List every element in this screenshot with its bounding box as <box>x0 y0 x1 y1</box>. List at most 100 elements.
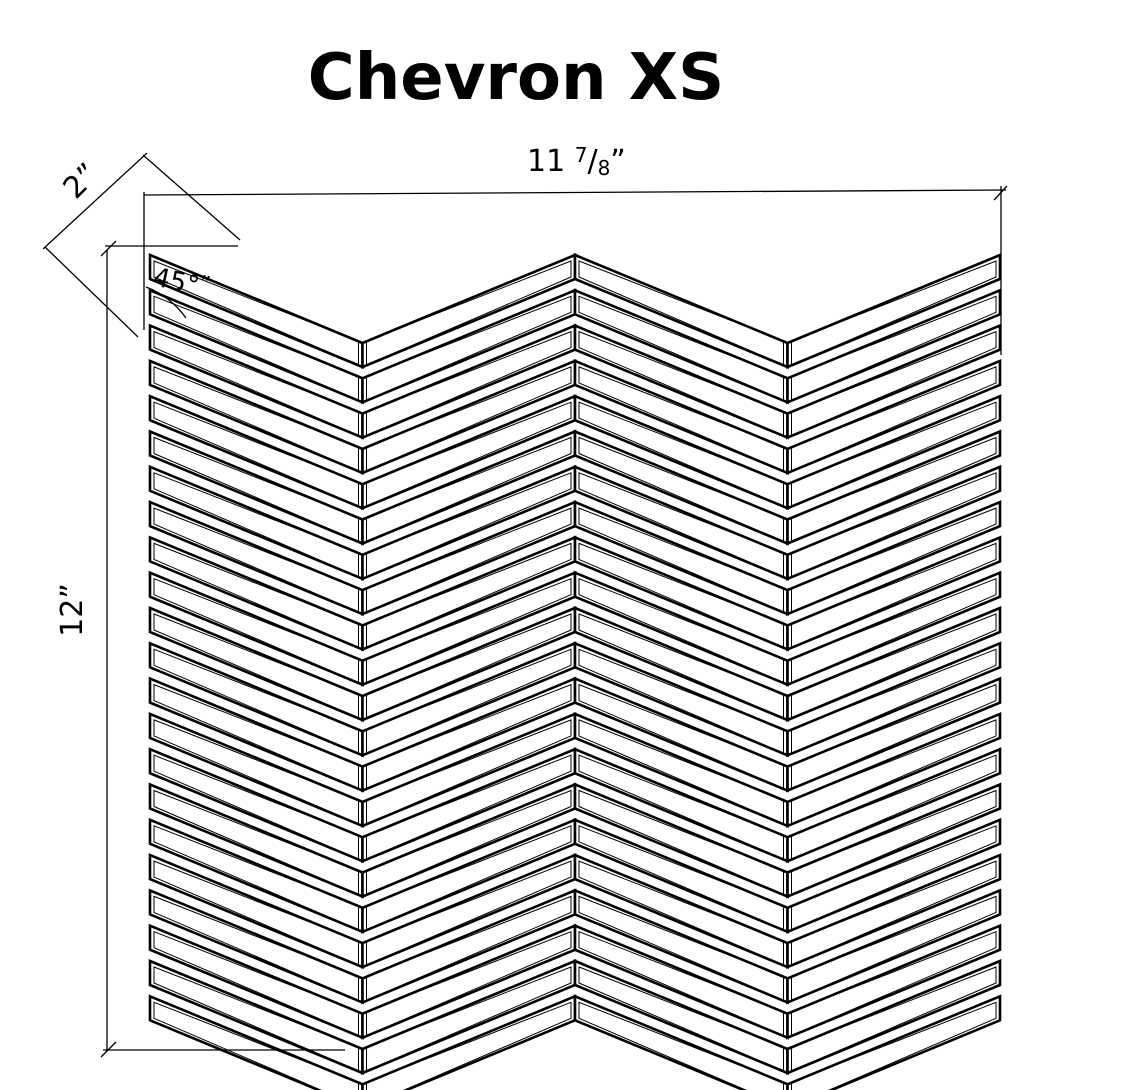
chevron-tile <box>786 429 1002 546</box>
chevron-tile-inner-edge <box>366 542 572 649</box>
chevron-tile-inner-edge <box>578 613 784 719</box>
chevron-tile-inner-edge <box>366 683 572 790</box>
chevron-tile-inner-edge <box>153 613 359 719</box>
chevron-tile-inner-edge <box>791 719 997 825</box>
height-dimension: 12” <box>55 240 345 1058</box>
chevron-tile-inner-edge <box>366 295 572 402</box>
chevron-tile-inner-edge <box>366 401 572 507</box>
chevron-tile-inner-edge <box>578 719 784 825</box>
angle-arc <box>145 286 187 319</box>
chevron-tile-inner-edge <box>578 330 784 437</box>
chevron-tile-inner-edge <box>366 719 572 825</box>
chevron-tile <box>786 358 1002 475</box>
chevron-tile-inner-edge <box>791 860 997 966</box>
diagram-title: Chevron XS <box>308 41 724 115</box>
chevron-tile-inner-edge <box>366 507 572 613</box>
chevron-tile-inner-edge <box>366 789 572 896</box>
height-dimension-label: 12” <box>55 583 90 637</box>
chevron-tile <box>786 253 1002 369</box>
chevron-tile-inner-edge <box>791 895 997 1002</box>
chevron-tile-inner-edge <box>791 330 997 437</box>
chevron-tile-inner-edge <box>578 436 784 543</box>
chevron-tile-inner-edge <box>791 825 997 931</box>
width-dimension: 11 7/8” <box>143 143 1008 355</box>
chevron-tile-inner-edge <box>578 577 784 684</box>
chevron-tile-inner-edge <box>153 542 359 649</box>
chevron-tile-inner-edge <box>578 295 784 402</box>
chevron-tile-inner-edge <box>153 507 359 613</box>
chevron-tile-inner-edge <box>366 648 572 755</box>
chevron-tile-inner-edge <box>153 930 359 1037</box>
chevron-tile <box>786 323 1002 440</box>
chevron-tile <box>786 817 1002 934</box>
chevron-tile <box>786 782 1002 899</box>
chevron-tile-inner-edge <box>153 825 359 931</box>
chevron-tile-inner-edge <box>153 577 359 684</box>
chevron-tile-inner-edge <box>366 895 572 1002</box>
chevron-tile-inner-edge <box>578 648 784 755</box>
chevron-tile-inner-edge <box>153 895 359 1002</box>
width-dimension-label: 11 7/8” <box>527 143 626 180</box>
chevron-tile-inner-edge <box>578 366 784 472</box>
chevron-tile <box>786 994 1002 1090</box>
tile-width-extension-top <box>142 154 241 241</box>
chevron-tile-inner-edge <box>153 260 359 366</box>
chevron-tile-inner-edge <box>578 754 784 860</box>
chevron-tile-inner-edge <box>366 577 572 684</box>
width-dimension-line <box>143 189 1007 196</box>
chevron-tile-inner-edge <box>578 401 784 507</box>
height-top-arrow-tick <box>100 240 117 257</box>
chevron-tile <box>786 570 1002 687</box>
chevron-tile <box>786 394 1002 511</box>
chevron-tile-inner-edge <box>366 930 572 1037</box>
height-bottom-arrow-tick <box>100 1041 117 1058</box>
chevron-tile <box>786 853 1002 970</box>
chevron-tile-inner-edge <box>578 825 784 931</box>
chevron-tile-inner-edge <box>153 1001 359 1090</box>
chevron-tile-inner-edge <box>153 295 359 402</box>
chevron-tile-inner-edge <box>578 683 784 790</box>
chevron-tile-inner-edge <box>791 1001 997 1090</box>
chevron-tile-inner-edge <box>153 719 359 825</box>
chevron-tile <box>786 676 1002 793</box>
chevron-tile-inner-edge <box>366 260 572 366</box>
chevron-tile-inner-edge <box>366 1001 572 1090</box>
chevron-tile-inner-edge <box>153 366 359 472</box>
chevron-tile-inner-edge <box>366 966 572 1072</box>
chevron-tile-inner-edge <box>791 789 997 896</box>
chevron-tile-inner-edge <box>578 966 784 1072</box>
chevron-tile-inner-edge <box>791 613 997 719</box>
chevron-tile-inner-edge <box>791 930 997 1037</box>
chevron-tile-inner-edge <box>791 401 997 507</box>
chevron-tile-inner-edge <box>578 860 784 966</box>
chevron-tile-inner-edge <box>366 472 572 578</box>
chevron-tile-inner-edge <box>153 401 359 507</box>
chevron-tile-inner-edge <box>578 895 784 1002</box>
chevron-tile-inner-edge <box>366 860 572 966</box>
chevron-tile-inner-edge <box>578 507 784 613</box>
chevron-tile-inner-edge <box>578 472 784 578</box>
chevron-tile <box>786 959 1002 1075</box>
width-right-arrow-tick <box>993 185 1008 201</box>
chevron-tile-inner-edge <box>791 295 997 402</box>
chevron-tile-inner-edge <box>153 754 359 860</box>
chevron-tile-inner-edge <box>153 472 359 578</box>
chevron-tile-inner-edge <box>791 436 997 543</box>
chevron-tile-inner-edge <box>366 366 572 472</box>
chevron-tile-inner-edge <box>153 789 359 896</box>
chevron-tile <box>786 641 1002 758</box>
chevron-tile-inner-edge <box>153 436 359 543</box>
chevron-tile-inner-edge <box>578 930 784 1037</box>
chevron-tile-inner-edge <box>366 754 572 860</box>
chevron-tile-inner-edge <box>366 825 572 931</box>
chevron-tile <box>786 288 1002 405</box>
chevron-tile-inner-edge <box>791 754 997 860</box>
chevron-tile-inner-edge <box>366 330 572 437</box>
chevron-tile-inner-edge <box>791 472 997 578</box>
tile-width-line <box>42 152 148 250</box>
chevron-tile <box>786 535 1002 652</box>
chevron-tile-inner-edge <box>578 260 784 366</box>
chevron-tile-inner-edge <box>791 648 997 755</box>
chevron-tile-inner-edge <box>366 613 572 719</box>
chevron-tile-inner-edge <box>578 542 784 649</box>
